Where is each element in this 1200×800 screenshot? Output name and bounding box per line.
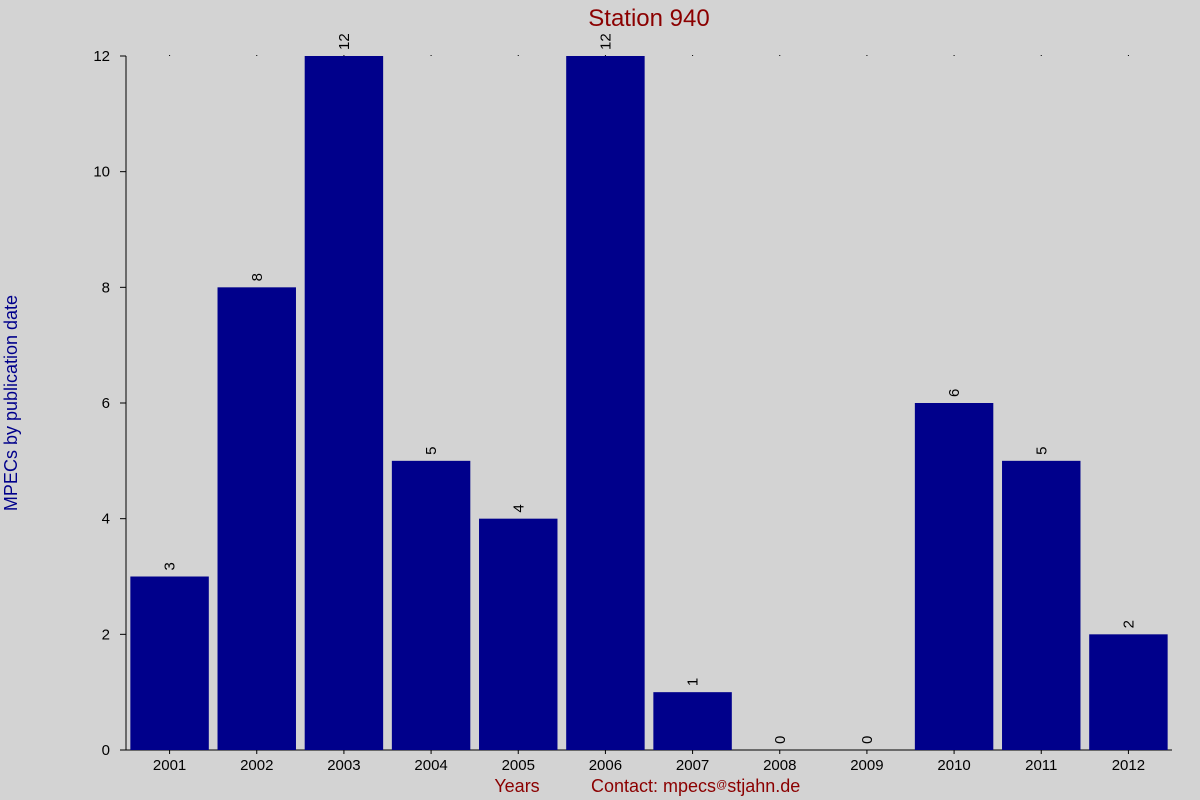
y-tick-label: 2 xyxy=(102,626,110,643)
top-tick-dot xyxy=(953,55,955,56)
bar xyxy=(1089,634,1168,750)
y-tick-label: 10 xyxy=(93,164,110,181)
bar xyxy=(304,56,384,750)
footer-contact-domain: stjahn.de xyxy=(727,776,800,796)
x-tick-label: 2002 xyxy=(240,757,273,774)
x-tick-label: 2008 xyxy=(763,757,796,774)
y-tick-label: 8 xyxy=(102,279,110,296)
x-tick-label: 2005 xyxy=(502,757,535,774)
data-label: 5 xyxy=(423,446,440,454)
bar xyxy=(653,692,732,750)
data-label: 1 xyxy=(685,678,702,686)
data-label: 2 xyxy=(1120,620,1137,628)
data-label: 12 xyxy=(336,33,353,50)
top-tick-dot xyxy=(692,55,694,56)
y-axis-label: MPECs by publication date xyxy=(1,295,21,511)
footer-contact-text: Contact: mpecs xyxy=(591,776,716,796)
x-tick-label: 2003 xyxy=(327,757,360,774)
bar xyxy=(217,287,296,750)
bar xyxy=(566,56,645,750)
x-tick-label: 2009 xyxy=(850,757,883,774)
data-label: 0 xyxy=(772,736,789,744)
chart-title: Station 940 xyxy=(588,5,709,32)
top-tick-dot xyxy=(1040,55,1042,56)
footer-contact: Contact: mpecs@stjahn.de xyxy=(591,776,800,796)
x-tick-label: 2012 xyxy=(1112,757,1145,774)
plot-area: 0246810123200182002122003520044200512200… xyxy=(93,33,1172,774)
top-tick-dot xyxy=(343,55,345,56)
x-tick-label: 2004 xyxy=(414,757,447,774)
y-tick-label: 0 xyxy=(102,742,110,759)
top-tick-dot xyxy=(1127,55,1129,56)
x-tick-label: 2007 xyxy=(676,757,709,774)
data-label: 5 xyxy=(1033,446,1050,454)
data-label: 8 xyxy=(249,273,266,281)
data-label: 0 xyxy=(859,736,876,744)
y-tick-label: 4 xyxy=(102,511,110,528)
y-tick-label: 6 xyxy=(102,395,110,412)
top-tick-dot xyxy=(517,55,519,56)
top-tick-dot xyxy=(256,55,258,56)
top-tick-dot xyxy=(169,55,171,56)
y-tick-label: 12 xyxy=(93,48,110,65)
x-tick-label: 2011 xyxy=(1025,757,1057,774)
data-label: 3 xyxy=(162,562,179,570)
x-axis-label: Years xyxy=(494,776,539,796)
x-tick-label: 2010 xyxy=(937,757,970,774)
x-tick-label: 2006 xyxy=(589,757,622,774)
top-tick-dot xyxy=(779,55,781,56)
bar xyxy=(130,576,209,750)
top-tick-dot xyxy=(430,55,432,56)
top-tick-dot xyxy=(604,55,606,56)
bar xyxy=(479,518,558,750)
x-tick-label: 2001 xyxy=(153,757,186,774)
bar xyxy=(1002,460,1081,750)
top-tick-dot xyxy=(866,55,868,56)
data-label: 6 xyxy=(946,389,963,397)
bar xyxy=(914,403,994,750)
data-label: 4 xyxy=(510,504,527,512)
data-label: 12 xyxy=(597,33,614,50)
footer-contact-at: @ xyxy=(716,779,727,791)
bar xyxy=(391,460,471,750)
